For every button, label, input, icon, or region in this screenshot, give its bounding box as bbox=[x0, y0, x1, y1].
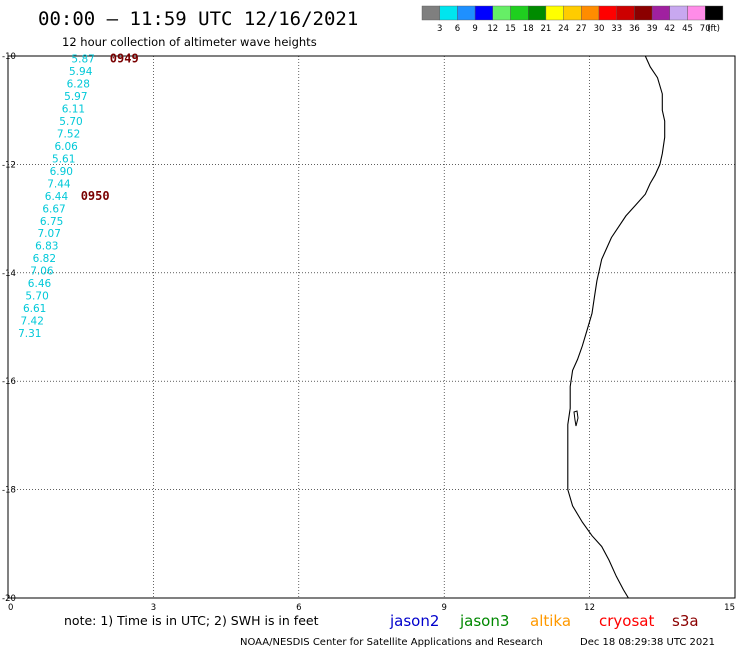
plot-area: 0 3 6 9 12 15-10-12-14-16-18-20 5.875.946.285… bbox=[2, 52, 736, 613]
y-tick-label: -16 bbox=[2, 377, 16, 387]
legend-swatch bbox=[634, 5, 653, 21]
color-scale-legend: 3 6 9 12 15 18 21 24 27 30 33 36 39 42 45 70(ft) bbox=[421, 5, 724, 34]
legend-bin-label: 21 bbox=[540, 24, 551, 34]
x-tick-label: 3 bbox=[151, 603, 156, 613]
legend-swatch bbox=[474, 5, 494, 21]
chart-title: 00:00 – 11:59 UTC 12/16/2021 bbox=[38, 8, 358, 30]
legend-bin-label: 3 bbox=[437, 24, 442, 34]
satellite-label-altika: altika bbox=[530, 612, 571, 630]
legend-swatch bbox=[598, 5, 617, 21]
swh-value: 6.67 bbox=[42, 203, 65, 215]
swh-value: 6.82 bbox=[33, 253, 56, 265]
satellite-label-jason2: jason2 bbox=[389, 612, 439, 630]
swh-value: 6.90 bbox=[50, 166, 73, 178]
legend-bin-label: 9 bbox=[472, 24, 477, 34]
legend-swatch bbox=[439, 5, 458, 21]
swh-value: 5.87 bbox=[71, 54, 94, 66]
legend-swatch bbox=[705, 5, 724, 21]
legend-swatch bbox=[545, 5, 564, 21]
x-tick-label: 12 bbox=[584, 603, 595, 613]
satellite-label-cryosat: cryosat bbox=[599, 612, 654, 630]
x-tick-label: 15 bbox=[724, 603, 735, 613]
swh-value: 7.42 bbox=[21, 315, 44, 327]
swh-value: 6.28 bbox=[67, 79, 90, 91]
legend-swatch bbox=[651, 5, 670, 21]
y-tick-label: -20 bbox=[2, 594, 16, 604]
legend-bin-label: 6 bbox=[455, 24, 460, 34]
legend-bin-label: 18 bbox=[523, 24, 534, 34]
x-tick-label: 6 bbox=[296, 603, 301, 613]
pass-time-labels: 0949 0950 bbox=[81, 52, 139, 203]
y-tick-label: -10 bbox=[2, 52, 16, 62]
swh-value: 5.97 bbox=[64, 91, 87, 103]
swh-value: 7.06 bbox=[30, 266, 54, 278]
legend-swatch bbox=[492, 5, 511, 21]
swh-value: 5.70 bbox=[25, 291, 48, 303]
legend-swatch bbox=[687, 5, 706, 21]
legend-bin-label: 27 bbox=[576, 24, 587, 34]
swh-value: 6.46 bbox=[28, 278, 52, 290]
legend-bin-label: 33 bbox=[611, 24, 622, 34]
footer-source: NOAA/NESDIS Center for Satellite Applica… bbox=[240, 637, 543, 648]
coastal-island bbox=[573, 410, 579, 427]
legend-bin-label: 45 bbox=[682, 24, 693, 34]
swh-value: 6.11 bbox=[62, 104, 85, 116]
swh-values: 5.875.946.285.976.115.707.526.065.616.90… bbox=[18, 54, 95, 340]
chart-subtitle: 12 hour collection of altimeter wave hei… bbox=[62, 35, 317, 49]
swh-value: 6.75 bbox=[40, 216, 63, 228]
swh-value: 7.44 bbox=[47, 178, 71, 190]
swh-value: 7.07 bbox=[38, 228, 61, 240]
legend-swatch bbox=[510, 5, 529, 21]
x-tick-label: 9 bbox=[441, 603, 446, 613]
footer-timestamp: Dec 18 08:29:38 UTC 2021 bbox=[580, 637, 715, 648]
legend-bin-label: 42 bbox=[664, 24, 675, 34]
units-note: note: 1) Time is in UTC; 2) SWH is in fe… bbox=[64, 613, 319, 628]
satellite-legend: jason2 jason3 altika cryosat s3a bbox=[389, 612, 699, 630]
axis-ticks: 0 3 6 9 12 15 -10 -12 -14 -16 -18 -20 bbox=[2, 52, 735, 613]
y-tick-label: -12 bbox=[2, 160, 16, 170]
legend-swatch bbox=[457, 5, 476, 21]
legend-swatch bbox=[581, 5, 600, 21]
swh-value: 7.31 bbox=[18, 328, 41, 340]
y-tick-label: -18 bbox=[2, 486, 16, 496]
coastline bbox=[567, 55, 666, 599]
legend-bin-label: 24 bbox=[558, 24, 569, 34]
legend-unit: (ft) bbox=[707, 24, 720, 34]
swh-value: 7.52 bbox=[57, 129, 80, 141]
swh-value: 5.94 bbox=[69, 66, 93, 78]
swh-value: 6.83 bbox=[35, 241, 58, 253]
pass-time-label: 0949 bbox=[110, 52, 139, 66]
pass-time-label: 0950 bbox=[81, 189, 110, 203]
y-tick-label: -14 bbox=[2, 269, 16, 279]
legend-bin-label: 36 bbox=[629, 24, 640, 34]
legend-swatch bbox=[669, 5, 688, 21]
legend-bin-label: 70 bbox=[700, 24, 711, 34]
swh-value: 5.70 bbox=[59, 116, 82, 128]
plot-frame bbox=[7, 55, 736, 599]
legend-swatch bbox=[528, 5, 547, 21]
satellite-label-jason3: jason3 bbox=[459, 612, 509, 630]
swh-value: 6.61 bbox=[23, 303, 46, 315]
legend-bin-label: 30 bbox=[594, 24, 605, 34]
swh-value: 6.06 bbox=[54, 141, 78, 153]
swh-value: 5.61 bbox=[52, 153, 75, 165]
x-tick-label: 0 bbox=[8, 603, 13, 613]
legend-bin-label: 12 bbox=[487, 24, 498, 34]
legend-swatch bbox=[616, 5, 635, 21]
legend-bin-label: 39 bbox=[647, 24, 658, 34]
legend-swatch bbox=[563, 5, 582, 21]
legend-swatch bbox=[421, 5, 440, 21]
legend-bin-label: 15 bbox=[505, 24, 516, 34]
gridlines bbox=[8, 56, 735, 598]
satellite-label-s3a: s3a bbox=[672, 612, 699, 630]
swh-value: 6.44 bbox=[45, 191, 69, 203]
